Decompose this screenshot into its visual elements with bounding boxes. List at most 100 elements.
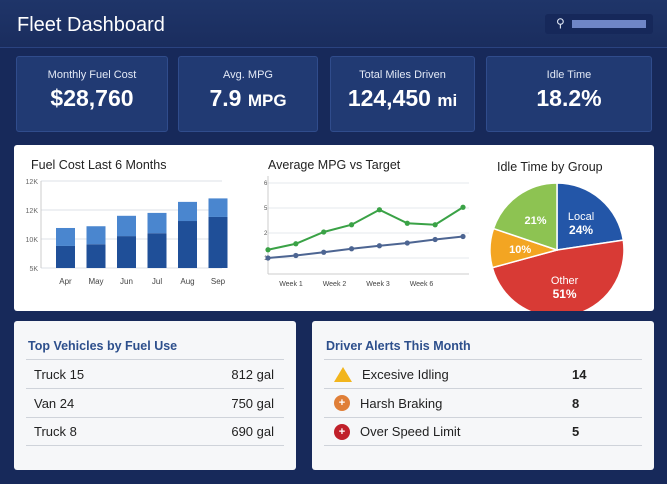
y-tick-label: 12K — [26, 179, 39, 186]
y-tick-label: 2 — [264, 231, 268, 237]
charts-panel: Fuel Cost Last 6 Months Average MPG vs T… — [14, 145, 654, 311]
data-point — [460, 204, 466, 210]
bar — [56, 227, 75, 246]
warning-icon — [334, 366, 352, 382]
search-input[interactable]: ⚲ — [545, 14, 653, 34]
bar — [208, 198, 228, 217]
alert-row: Excesive Idling 14 — [324, 359, 642, 388]
kpi-value: $28,760 — [50, 85, 134, 111]
alert-count: 5 — [572, 424, 580, 439]
bar — [86, 244, 106, 268]
vehicle-name: Truck 15 — [34, 366, 85, 382]
bar — [147, 233, 167, 268]
data-point — [321, 229, 327, 235]
kpi-avg-mpg: Avg. MPG 7.9 MPG — [178, 56, 318, 132]
x-tick-label: Week 2 — [323, 281, 347, 288]
pie-value: 51% — [553, 287, 577, 301]
kpi-value: 7.9 MPG — [209, 85, 287, 111]
charts-canvas: 5K10K12K12KAprMayJunJulAugSep1256Week 1W… — [26, 176, 625, 311]
x-tick-label: Sep — [211, 277, 226, 286]
kpi-label: Avg. MPG — [223, 69, 273, 81]
x-tick-label: Week 1 — [279, 281, 303, 288]
bar — [117, 236, 136, 268]
mpg-chart-title: Average MPG vs Target — [268, 158, 401, 172]
kpi-label: Idle Time — [546, 69, 592, 81]
idle-chart-title: Idle Time by Group — [497, 160, 603, 174]
data-point — [293, 252, 299, 259]
data-point — [265, 255, 271, 261]
header: Fleet Dashboard ⚲ — [0, 0, 667, 48]
alert-count: 14 — [572, 366, 587, 382]
vehicle-row: Van 24 750 gal — [26, 388, 284, 417]
alert-name: Over Speed Limit — [360, 424, 461, 439]
data-point — [376, 207, 383, 213]
x-tick-label: Week 3 — [366, 281, 390, 288]
speed-alert-icon: + — [334, 423, 350, 440]
pie-label: Other — [551, 275, 579, 287]
x-tick-label: May — [88, 277, 103, 286]
driver-alerts-panel: Driver Alerts This Month Excesive Idling… — [312, 321, 654, 470]
kpi-value: 18.2% — [536, 85, 602, 111]
kpi-idle-time: Idle Time 18.2% — [486, 56, 652, 132]
alert-row: + Over Speed Limit 5 — [324, 417, 642, 446]
data-point — [404, 220, 410, 226]
bar — [147, 212, 167, 234]
top-vehicles-panel: Top Vehicles by Fuel Use Truck 15 812 gal… — [14, 321, 296, 470]
bar — [56, 245, 75, 268]
data-point — [348, 222, 355, 228]
data-point — [376, 243, 383, 249]
kpi-label: Monthly Fuel Cost — [47, 69, 137, 81]
pie-slice — [492, 182, 558, 252]
y-tick-label: 6 — [264, 181, 268, 187]
vehicle-row: Truck 15 812 gal — [26, 359, 284, 388]
data-point — [460, 233, 466, 240]
vehicle-row: Truck 8 690 gal — [26, 417, 284, 446]
top-vehicles-title: Top Vehicles by Fuel Use — [28, 339, 178, 353]
series-line — [267, 235, 464, 259]
search-icon: ⚲ — [556, 16, 565, 30]
data-point — [348, 246, 355, 252]
vehicle-fuel: 750 gal — [231, 395, 274, 411]
fuel-cost-chart-title: Fuel Cost Last 6 Months — [31, 158, 167, 172]
bar — [86, 226, 106, 245]
driver-alerts-title: Driver Alerts This Month — [326, 339, 471, 353]
page-title: Fleet Dashboard — [17, 14, 165, 36]
kpi-fuel-cost: Monthly Fuel Cost $28,760 — [16, 56, 168, 132]
search-field-placeholder[interactable] — [572, 20, 646, 28]
kpi-total-miles: Total Miles Driven 124,450 mi — [330, 56, 475, 132]
x-tick-label: Week 6 — [410, 281, 434, 288]
pie-slice — [491, 239, 625, 311]
pie-value: 24% — [569, 223, 593, 237]
alert-count: 8 — [572, 395, 580, 411]
kpi-label: Total Miles Driven — [359, 69, 446, 81]
data-point — [293, 241, 299, 247]
pie-value: 10% — [509, 244, 531, 256]
alert-name: Excesive Idling — [362, 366, 449, 382]
y-tick-label: 5 — [264, 206, 268, 212]
x-tick-label: Jul — [152, 277, 162, 286]
pie-slice — [556, 182, 625, 251]
alert-row: + Harsh Braking 8 — [324, 388, 642, 417]
data-point — [265, 247, 271, 253]
vehicle-name: Van 24 — [34, 395, 75, 411]
braking-alert-icon: + — [334, 395, 350, 411]
data-point — [432, 236, 438, 243]
data-point — [321, 249, 327, 255]
bar — [208, 216, 228, 268]
data-point — [432, 222, 438, 228]
pie-label: Local — [568, 211, 594, 223]
bar — [178, 221, 197, 268]
y-tick-label: 5K — [29, 266, 38, 273]
y-tick-label: 10K — [26, 237, 39, 244]
vehicle-name: Truck 8 — [34, 424, 77, 439]
alert-name: Harsh Braking — [360, 395, 443, 411]
vehicle-fuel: 690 gal — [231, 424, 274, 439]
x-tick-label: Jun — [120, 277, 133, 286]
x-tick-label: Apr — [59, 277, 72, 286]
bar — [117, 215, 136, 237]
y-tick-label: 12K — [26, 208, 39, 215]
pie-value: 21% — [525, 215, 547, 227]
data-point — [404, 240, 410, 246]
kpi-value: 124,450 mi — [347, 85, 458, 111]
x-tick-label: Aug — [180, 277, 194, 286]
